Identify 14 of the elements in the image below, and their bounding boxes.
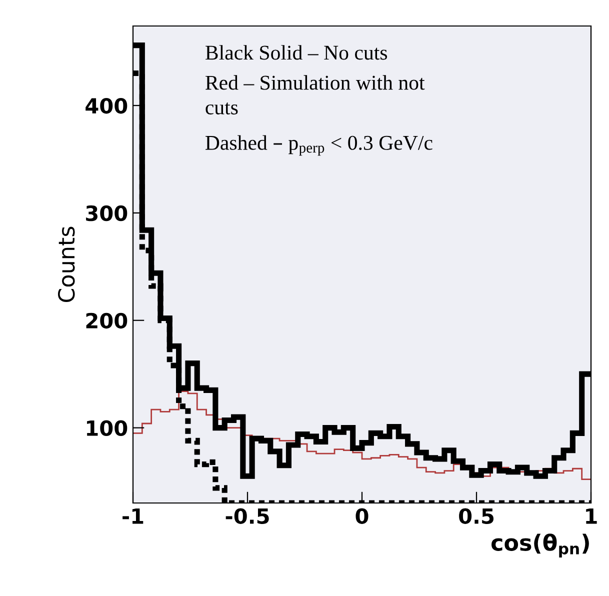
- x-tick-label: 0: [356, 508, 368, 524]
- x-tick-label: -1: [122, 508, 144, 524]
- y-tick-label: 100: [87, 420, 128, 436]
- y-tick-label: 200: [86, 312, 128, 329]
- annotation: Dashed – p$_{perp}$ < 0.3 GeV/c: [206, 135, 432, 156]
- x-axis-title: cos(θ$_{pn}$): [492, 534, 589, 558]
- annotation: Black Solid – No cuts: [206, 45, 388, 60]
- x-tick-label: 0.5: [459, 508, 494, 524]
- y-axis-title: Counts: [58, 226, 75, 302]
- x-tick-label: 1: [586, 508, 597, 524]
- annotation: Red – Simulation with not cuts: [206, 75, 425, 114]
- y-tick-label: 300: [86, 205, 128, 222]
- y-tick-label: 400: [86, 98, 128, 114]
- x-tick-label: -0.5: [226, 508, 269, 524]
